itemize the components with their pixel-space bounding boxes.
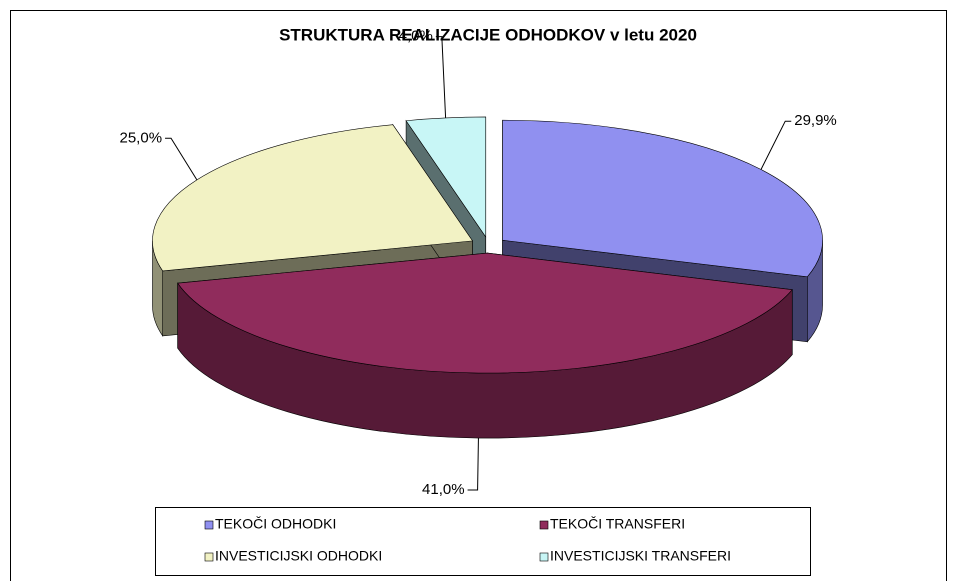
chart-title: STRUKTURA REALIZACIJE ODHODKOV v letu 20…: [279, 25, 697, 44]
slice-top: [405, 116, 487, 238]
data-label: 25,0%: [120, 129, 163, 146]
legend-swatch: [204, 552, 214, 562]
legend-box: [155, 507, 811, 576]
legend-label: TEKOČI ODHODKI: [215, 516, 336, 532]
leader-line: [435, 36, 447, 118]
leader-line: [165, 137, 198, 181]
legend-label: INVESTICIJSKI TRANSFERI: [550, 548, 731, 564]
data-label: 29,9%: [794, 112, 837, 129]
legend-label: TEKOČI TRANSFERI: [550, 516, 685, 532]
leader-line: [467, 438, 479, 491]
leader-line: [760, 120, 792, 170]
data-label: 4,0%: [399, 28, 433, 45]
slice: [177, 252, 793, 439]
legend-swatch: [204, 520, 214, 530]
slice-top: [177, 252, 793, 374]
slice-top: [502, 119, 823, 278]
legend-swatch: [539, 520, 549, 530]
legend-label: INVESTICIJSKI ODHODKI: [215, 548, 382, 564]
legend-swatch: [539, 552, 549, 562]
data-label: 41,0%: [422, 481, 465, 498]
slice-top: [152, 124, 474, 272]
